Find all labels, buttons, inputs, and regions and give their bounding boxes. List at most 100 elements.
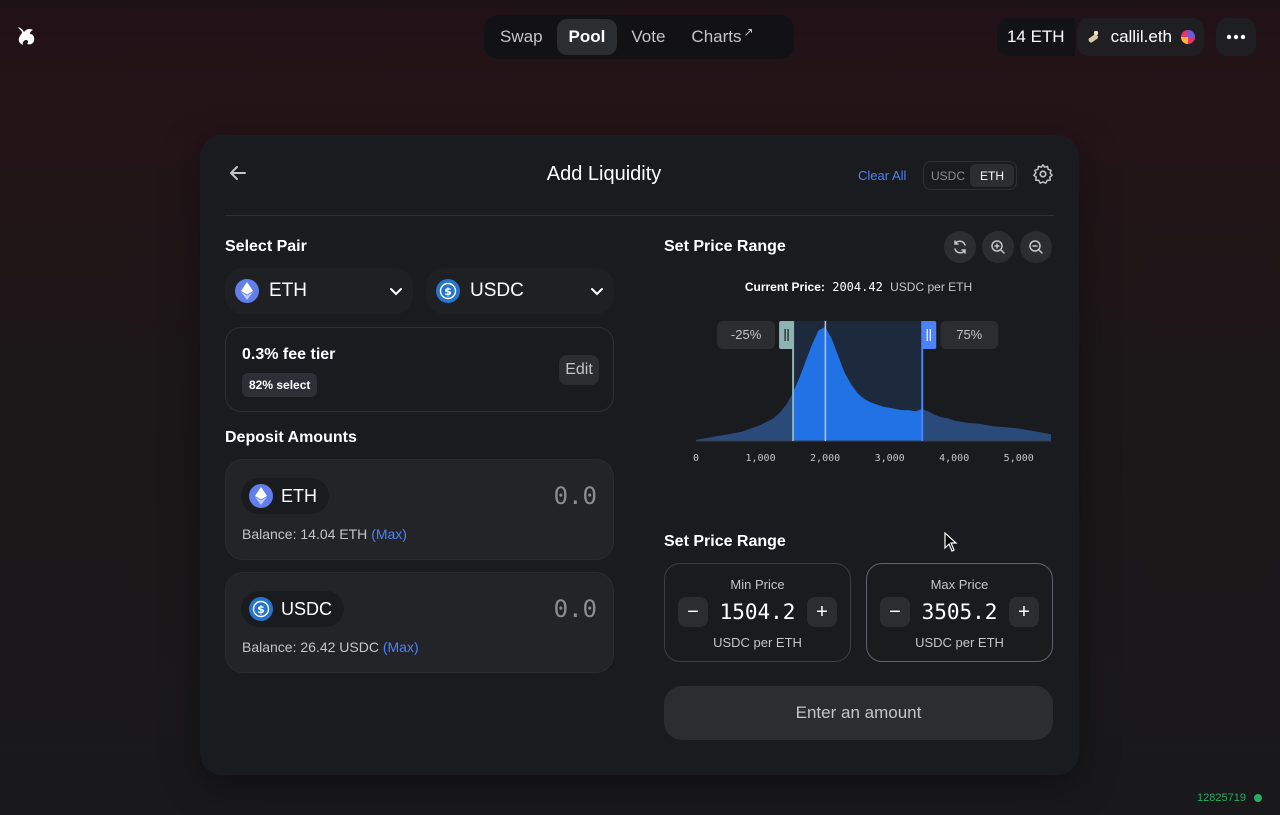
x-axis-tick-label: 2,000 — [810, 453, 840, 464]
deposit-eth-box: ETH 0.0 Balance: 14.04 ETH (Max) — [225, 459, 614, 560]
account-name: callil.eth — [1110, 27, 1172, 46]
token-a-name: ETH — [269, 280, 307, 301]
main-nav: Swap Pool Vote Charts ↗ — [484, 15, 794, 59]
uniswap-logo-icon[interactable] — [12, 22, 40, 50]
nav-pool[interactable]: Pool — [556, 19, 618, 55]
wallet-identicon — [1181, 30, 1195, 44]
min-percent-label: -25% — [731, 327, 762, 342]
min-price-box: Min Price − 1504.2 + USDC per ETH — [664, 563, 851, 662]
deposit-usdc-box: $ USDC 0.0 Balance: 26.42 USDC (Max) — [225, 572, 614, 673]
fee-tier-box: 0.3% fee tier 82% select Edit — [225, 327, 614, 412]
header-divider — [225, 215, 1054, 216]
nav-vote[interactable]: Vote — [619, 19, 677, 55]
max-percent-label: 75% — [956, 327, 982, 342]
zoom-out-icon — [1029, 240, 1043, 254]
min-percent-badge — [717, 321, 776, 349]
max-price-input[interactable]: 3505.2 — [921, 600, 998, 624]
external-link-icon: ↗ — [743, 25, 754, 39]
back-arrow-icon[interactable] — [226, 161, 250, 185]
select-pair-label: Select Pair — [225, 238, 307, 255]
usdc-balance-text: Balance: 26.42 USDC — [242, 639, 379, 655]
fee-select-badge: 82% select — [242, 373, 318, 397]
max-price-decrement-button[interactable]: − — [880, 597, 910, 627]
account-button[interactable]: callil.eth — [1076, 18, 1204, 56]
current-price-label: Current Price: — [744, 280, 825, 294]
min-price-decrement-button[interactable]: − — [678, 597, 708, 627]
zoom-out-button[interactable] — [1020, 231, 1052, 263]
deposit-usdc-token-name: USDC — [281, 598, 333, 619]
set-price-range-label: Set Price Range — [664, 238, 786, 255]
nav-swap-label: Swap — [500, 27, 543, 46]
max-price-increment-button[interactable]: + — [1009, 597, 1039, 627]
current-price-value: 2004.42 — [832, 280, 883, 294]
mouse-cursor-icon — [944, 532, 958, 552]
deposit-eth-token-name: ETH — [281, 485, 317, 506]
deposit-usdc-balance: Balance: 26.42 USDC (Max) — [242, 639, 419, 655]
min-range-handle — [779, 321, 794, 349]
current-price-unit: USDC per ETH — [890, 280, 973, 294]
token-a-select[interactable]: ETH — [225, 268, 413, 314]
x-axis-tick-label: 1,000 — [745, 453, 775, 464]
toggle-usdc[interactable]: USDC — [930, 168, 965, 183]
zoom-in-button[interactable] — [982, 231, 1014, 263]
min-price-unit: USDC per ETH — [713, 635, 802, 650]
svg-text:$: $ — [444, 285, 452, 298]
min-price-input[interactable]: 1504.2 — [719, 600, 796, 624]
block-number-text: 12825719 — [1197, 792, 1246, 804]
token-b-select[interactable]: $ USDC — [426, 268, 614, 314]
clear-all-button[interactable]: Clear All — [858, 168, 907, 183]
nav-charts[interactable]: Charts ↗ — [679, 19, 765, 55]
usdc-token-icon: $ — [436, 279, 460, 303]
eth-balance-text: Balance: 14.04 ETH — [242, 526, 368, 542]
nav-vote-label: Vote — [631, 27, 666, 46]
refresh-icon — [954, 240, 966, 254]
nav-pool-label: Pool — [568, 27, 606, 46]
toggle-eth[interactable]: ETH — [970, 164, 1014, 187]
x-axis-tick-label: 0 — [693, 453, 699, 464]
avatar-icon — [1088, 31, 1098, 43]
svg-text:$: $ — [257, 603, 265, 616]
denomination-toggle: USDC ETH — [923, 161, 1017, 190]
eth-token-icon — [249, 484, 273, 508]
chevron-down-icon — [390, 288, 402, 296]
max-price-box: Max Price − 3505.2 + USDC per ETH — [866, 563, 1053, 662]
max-price-label: Max Price — [930, 577, 989, 592]
fee-edit-button[interactable]: Edit — [559, 355, 599, 385]
eth-max-button[interactable]: (Max) — [371, 526, 407, 542]
max-range-handle — [922, 321, 937, 349]
page-title: Add Liquidity — [546, 163, 662, 185]
enter-amount-button[interactable]: Enter an amount — [664, 686, 1053, 740]
reset-range-button[interactable] — [944, 231, 976, 263]
x-axis-tick-label: 3,000 — [875, 453, 905, 464]
eth-balance: 14 ETH — [996, 18, 1075, 56]
set-price-range-label-2: Set Price Range — [664, 533, 786, 550]
deposit-usdc-input[interactable]: 0.0 — [553, 595, 597, 623]
max-price-unit: USDC per ETH — [915, 635, 1004, 650]
fee-tier-title: 0.3% fee tier — [242, 346, 336, 363]
eth-token-icon — [235, 279, 259, 303]
deposit-amounts-label: Deposit Amounts — [225, 429, 357, 446]
deposit-eth-balance: Balance: 14.04 ETH (Max) — [242, 526, 407, 542]
chevron-down-icon — [591, 288, 603, 296]
deposit-eth-input[interactable]: 0.0 — [553, 482, 597, 510]
nav-swap[interactable]: Swap — [488, 19, 555, 55]
settings-gear-icon[interactable] — [1032, 163, 1054, 185]
liquidity-area-outside — [696, 327, 1051, 441]
current-price-row: Current Price: 2004.42 USDC per ETH — [664, 280, 1053, 294]
nav-charts-label: Charts — [691, 27, 742, 46]
max-percent-badge — [940, 321, 999, 349]
usdc-max-button[interactable]: (Max) — [382, 639, 419, 655]
deposit-usdc-token: $ USDC — [241, 591, 345, 627]
add-liquidity-card: Add Liquidity Clear All USDC ETH Select … — [200, 135, 1079, 775]
more-menu-button[interactable] — [1216, 18, 1256, 56]
x-axis-tick-label: 4,000 — [939, 453, 969, 464]
more-dots-icon — [1226, 34, 1246, 40]
block-number: 12825719 — [1197, 792, 1262, 804]
deposit-eth-token: ETH — [241, 478, 329, 514]
min-price-label: Min Price — [730, 577, 785, 592]
liquidity-chart[interactable]: -25% 75% 0 1,000 2,000 3,000 4,000 5,000 — [680, 313, 1060, 513]
min-price-increment-button[interactable]: + — [807, 597, 837, 627]
usdc-token-icon: $ — [249, 597, 273, 621]
block-status-dot — [1254, 794, 1262, 802]
x-axis-tick-label: 5,000 — [1004, 453, 1034, 464]
